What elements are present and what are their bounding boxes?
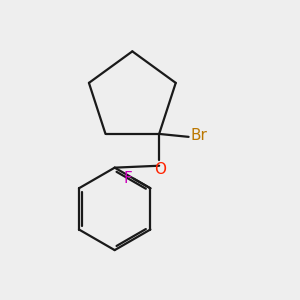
Text: Br: Br (191, 128, 208, 143)
Text: O: O (154, 162, 166, 177)
Text: F: F (124, 171, 132, 186)
